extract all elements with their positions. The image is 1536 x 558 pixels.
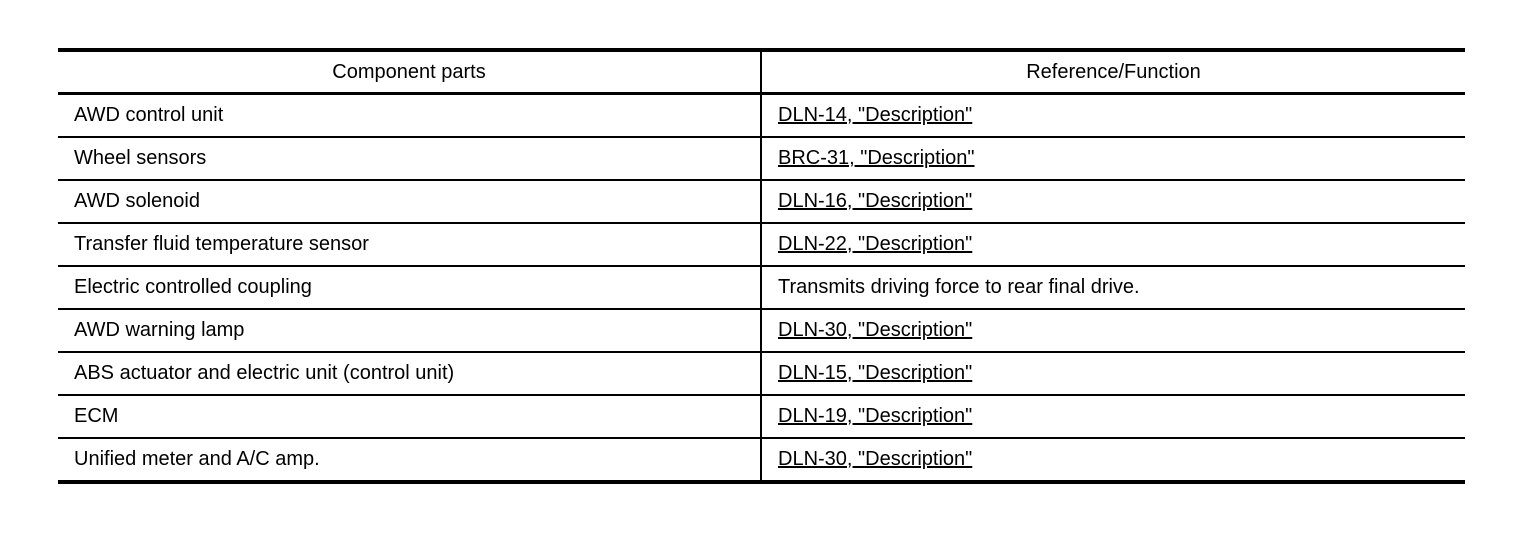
reference-cell: DLN-30, "Description"	[761, 438, 1465, 482]
reference-link[interactable]: DLN-16, "Description"	[778, 190, 973, 212]
table-row: Wheel sensors BRC-31, "Description"	[58, 137, 1465, 181]
reference-cell: BRC-31, "Description"	[761, 137, 1465, 181]
table-row: ABS actuator and electric unit (control …	[58, 352, 1465, 396]
header-row: Component parts Reference/Function	[58, 50, 1465, 95]
component-part-cell: Transfer fluid temperature sensor	[58, 223, 762, 267]
table-row: Unified meter and A/C amp. DLN-30, "Descr…	[58, 438, 1465, 482]
reference-cell: DLN-19, "Description"	[761, 395, 1465, 439]
component-part-cell: Wheel sensors	[58, 137, 762, 181]
table-row: Transfer fluid temperature sensor DLN-22,…	[58, 223, 1465, 267]
reference-link[interactable]: BRC-31, "Description"	[778, 147, 975, 169]
component-part-cell: Unified meter and A/C amp.	[58, 438, 762, 482]
reference-cell: DLN-22, "Description"	[761, 223, 1465, 267]
reference-link[interactable]: DLN-19, "Description"	[778, 405, 973, 427]
table-row: AWD solenoid DLN-16, "Description"	[58, 180, 1465, 224]
reference-cell: DLN-30, "Description"	[761, 309, 1465, 353]
reference-link[interactable]: DLN-30, "Description"	[778, 448, 973, 470]
reference-link[interactable]: DLN-22, "Description"	[778, 233, 973, 255]
reference-cell: Transmits driving force to rear final dr…	[761, 266, 1465, 310]
component-part-cell: ABS actuator and electric unit (control …	[58, 352, 762, 396]
component-part-cell: ECM	[58, 395, 762, 439]
reference-cell: DLN-16, "Description"	[761, 180, 1465, 224]
reference-cell: DLN-15, "Description"	[761, 352, 1465, 396]
reference-link[interactable]: DLN-14, "Description"	[778, 104, 973, 126]
reference-link[interactable]: DLN-30, "Description"	[778, 319, 973, 341]
reference-link[interactable]: DLN-15, "Description"	[778, 362, 973, 384]
header-component-parts: Component parts	[58, 50, 762, 95]
reference-cell: DLN-14, "Description"	[761, 93, 1465, 138]
table-row: Electric controlled coupling Transmits dr…	[58, 266, 1465, 310]
component-part-cell: AWD warning lamp	[58, 309, 762, 353]
table-row: ECM DLN-19, "Description"	[58, 395, 1465, 439]
table-row: AWD warning lamp DLN-30, "Description"	[58, 309, 1465, 353]
header-reference-function: Reference/Function	[761, 50, 1465, 95]
component-parts-table: Component parts Reference/Function AWD c…	[58, 48, 1465, 484]
component-part-cell: Electric controlled coupling	[58, 266, 762, 310]
component-part-cell: AWD solenoid	[58, 180, 762, 224]
component-part-cell: AWD control unit	[58, 93, 762, 138]
table-row: AWD control unit DLN-14, "Description"	[58, 93, 1465, 138]
